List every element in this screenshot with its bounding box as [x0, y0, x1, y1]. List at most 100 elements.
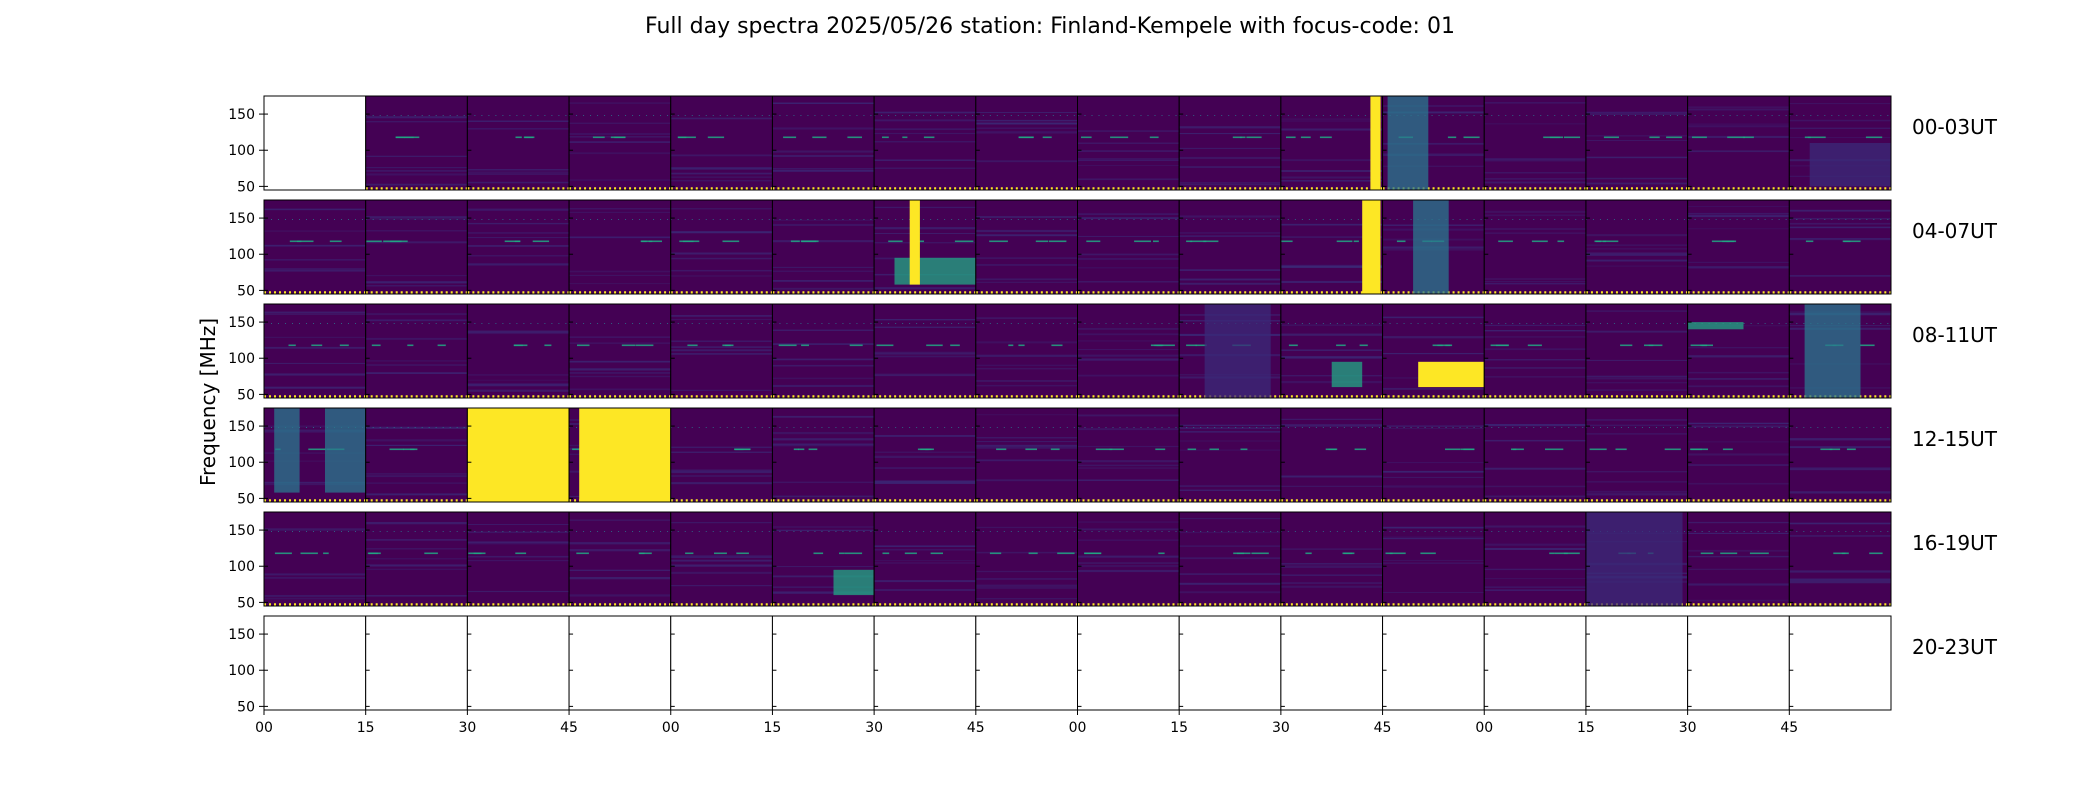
emission-dash [882, 136, 889, 139]
x-tick-label: 00 [662, 720, 680, 736]
row-label: 20-23UT [1912, 635, 1998, 659]
spectrum-panel [873, 407, 977, 503]
spectrum-band [365, 539, 468, 541]
spectrum-band [1280, 485, 1383, 487]
spectrum-band [365, 372, 468, 374]
emission-dash [1549, 552, 1555, 555]
spectrum-band [975, 441, 1078, 443]
spectrum-band [365, 439, 468, 442]
spectrum-band [1585, 375, 1688, 377]
emission-dash [1389, 552, 1406, 555]
spectrum-background [569, 304, 671, 398]
spectrum-panel [1280, 407, 1384, 503]
spectrum-background [1789, 200, 1891, 294]
emission-dash [1432, 344, 1451, 347]
spectrum-band [975, 278, 1078, 281]
spectrum-band [1687, 521, 1790, 524]
spectrum-band [1687, 599, 1790, 602]
emission-dash [1620, 344, 1633, 347]
spectrum-background [1280, 96, 1383, 190]
spectrum-band [365, 360, 468, 362]
spectrum-band [1585, 330, 1688, 333]
spectrum-band [874, 562, 976, 564]
row-label: 00-03UT [1912, 115, 1998, 139]
spectrum-band [1077, 445, 1180, 448]
spectrum-band [874, 560, 976, 562]
emission-dash [515, 552, 527, 555]
spectrum-band [1789, 226, 1891, 229]
spectrum-panel [263, 95, 367, 191]
x-tick-label: 45 [560, 720, 578, 736]
spectrum-band [1382, 562, 1485, 564]
spectrum-band [670, 257, 773, 260]
spectrum-background [1484, 200, 1586, 294]
spectrum-band [1789, 119, 1891, 122]
spectrum-background [874, 96, 976, 190]
spectrum-band [670, 451, 773, 453]
spectrum-panel [1788, 95, 1892, 191]
spectrum-band [1280, 475, 1383, 477]
empty-panel-background [1280, 616, 1383, 710]
spectrum-background [365, 200, 468, 294]
emission-dash [1209, 448, 1219, 451]
emission-dash [930, 552, 943, 555]
emission-dash [1603, 136, 1619, 139]
spectrum-band [772, 529, 875, 531]
emission-dash [839, 552, 845, 555]
spectrum-band [365, 216, 468, 218]
spectrum-band [670, 522, 773, 524]
spectrum-band [365, 564, 468, 567]
spectrum-panel [568, 303, 672, 399]
emission-dash [544, 344, 552, 347]
spectrum-band [365, 426, 468, 429]
spectrum-band [365, 313, 468, 316]
spectrum-band [874, 451, 976, 453]
spectrum-band [874, 455, 976, 458]
emission-dash [685, 552, 694, 555]
spectrum-band [975, 229, 1078, 233]
spectrum-band [874, 589, 976, 591]
spectrum-panel [975, 615, 1078, 711]
spectrum-band [975, 447, 1078, 449]
spectrum-band [975, 587, 1078, 589]
spectrum-band [975, 598, 1078, 600]
spectrum-band [1687, 355, 1790, 358]
spectrum-band [1179, 126, 1281, 129]
spectrum-band [874, 467, 976, 469]
spectrum-band [670, 559, 773, 562]
spectrum-band [1077, 569, 1180, 573]
spectrum-panel [1788, 303, 1892, 399]
spectrum-background [670, 96, 773, 190]
spectrum-band [365, 473, 468, 475]
emission-dash [1336, 240, 1353, 243]
spectrum-panel [365, 407, 468, 503]
spectrum-band [874, 351, 976, 353]
spectrum-panel [1788, 511, 1892, 607]
emission-dash [576, 552, 589, 555]
emission-dash [329, 240, 342, 243]
emission-dash [1692, 136, 1707, 139]
emission-dash [783, 136, 797, 139]
emission-dash [383, 240, 402, 243]
spectrum-panel [1178, 199, 1282, 295]
emission-dash [289, 240, 302, 243]
spectrum-band [772, 280, 875, 282]
spectrum-band [975, 131, 1078, 134]
empty-panel-background [264, 96, 366, 190]
spectrum-band [1687, 378, 1790, 380]
spectrum-band [1280, 224, 1383, 226]
spectrum-band [1484, 525, 1586, 528]
spectrum-band [1077, 159, 1180, 161]
spectrum-band [467, 120, 570, 122]
emission-dash [1722, 240, 1737, 243]
empty-panel-background [1789, 616, 1891, 710]
spectrum-band [1687, 123, 1790, 125]
spectrum-background [772, 304, 875, 398]
spectrum-band [569, 360, 671, 363]
spectrum-background [569, 200, 671, 294]
radio-burst [1585, 512, 1683, 606]
emission-dash [1603, 240, 1619, 243]
y-tick-label: 150 [228, 419, 255, 435]
spectrum-band [365, 558, 468, 560]
spectrum-band [975, 354, 1078, 357]
